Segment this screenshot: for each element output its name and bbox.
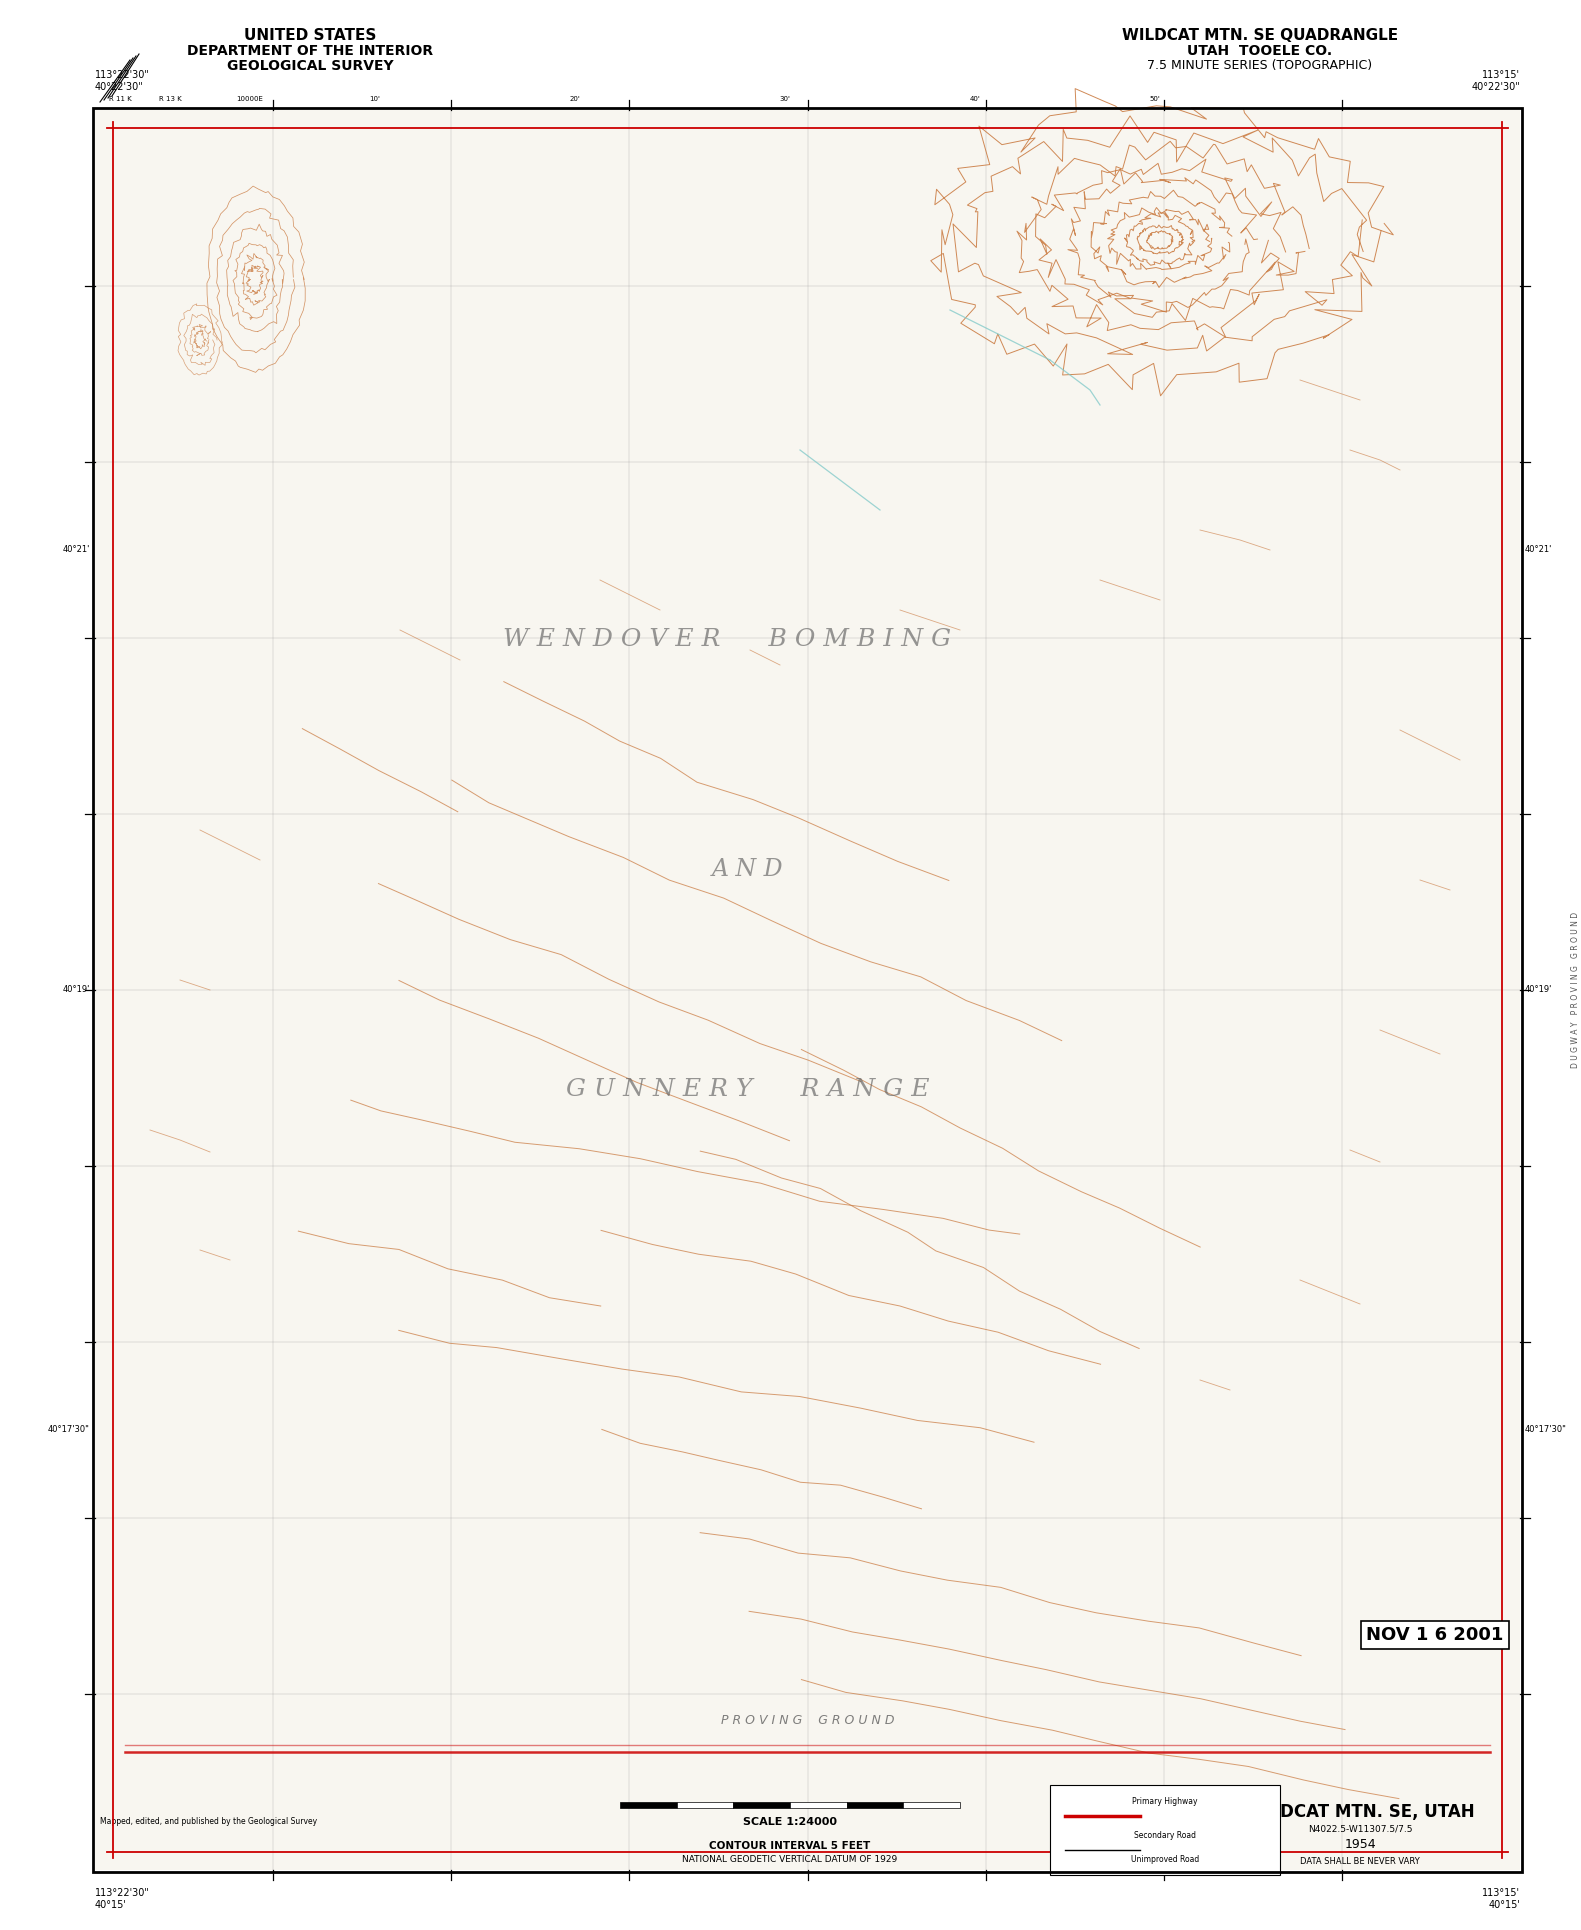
Text: R 11 K: R 11 K bbox=[109, 96, 131, 102]
Text: 113°15': 113°15' bbox=[1481, 1888, 1519, 1897]
Text: WILDCAT MTN. SE QUADRANGLE: WILDCAT MTN. SE QUADRANGLE bbox=[1123, 27, 1398, 42]
Text: 30': 30' bbox=[779, 96, 790, 102]
Bar bbox=[620, 1803, 677, 1808]
Text: SCALE 1:24000: SCALE 1:24000 bbox=[743, 1816, 836, 1828]
Text: WILDCAT MTN. SE, UTAH: WILDCAT MTN. SE, UTAH bbox=[1246, 1803, 1475, 1822]
Text: 113°22'30": 113°22'30" bbox=[95, 69, 150, 79]
Text: G U N N E R Y      R A N G E: G U N N E R Y R A N G E bbox=[566, 1079, 930, 1102]
Text: 20': 20' bbox=[569, 96, 580, 102]
Text: 40°22'30": 40°22'30" bbox=[1472, 81, 1519, 93]
Text: 40°15': 40°15' bbox=[1488, 1899, 1519, 1911]
Text: 7.5 MINUTE SERIES (TOPOGRAPHIC): 7.5 MINUTE SERIES (TOPOGRAPHIC) bbox=[1148, 60, 1372, 73]
Text: D U G W A Y   P R O V I N G   G R O U N D: D U G W A Y P R O V I N G G R O U N D bbox=[1570, 913, 1579, 1067]
Text: 40': 40' bbox=[969, 96, 980, 102]
Bar bbox=[677, 1803, 734, 1808]
Text: Secondary Road: Secondary Road bbox=[1134, 1830, 1195, 1839]
Text: 40°21': 40°21' bbox=[63, 546, 90, 554]
Text: 113°22'30": 113°22'30" bbox=[95, 1888, 150, 1897]
Text: UTAH  TOOELE CO.: UTAH TOOELE CO. bbox=[1187, 44, 1333, 58]
Bar bbox=[1050, 1785, 1281, 1876]
Bar bbox=[847, 1803, 903, 1808]
Bar bbox=[790, 1803, 847, 1808]
Bar bbox=[734, 1803, 790, 1808]
Text: DATA SHALL BE NEVER VARY: DATA SHALL BE NEVER VARY bbox=[1300, 1857, 1420, 1866]
Text: 40°21': 40°21' bbox=[1526, 546, 1553, 554]
Text: DEPARTMENT OF THE INTERIOR: DEPARTMENT OF THE INTERIOR bbox=[187, 44, 433, 58]
Text: UNITED STATES: UNITED STATES bbox=[243, 27, 376, 42]
Text: NATIONAL GEODETIC VERTICAL DATUM OF 1929: NATIONAL GEODETIC VERTICAL DATUM OF 1929 bbox=[683, 1855, 898, 1864]
Text: 40°17'30": 40°17'30" bbox=[47, 1426, 90, 1434]
Text: 40°15': 40°15' bbox=[95, 1899, 126, 1911]
Bar bbox=[903, 1803, 960, 1808]
Text: 10000E: 10000E bbox=[237, 96, 264, 102]
Text: 50': 50' bbox=[1149, 96, 1160, 102]
Text: 40°22'30": 40°22'30" bbox=[95, 81, 144, 93]
Text: R 13 K: R 13 K bbox=[158, 96, 182, 102]
Text: 1954: 1954 bbox=[1344, 1839, 1375, 1851]
Text: Unimproved Road: Unimproved Road bbox=[1130, 1855, 1198, 1864]
Text: NOV 1 6 2001: NOV 1 6 2001 bbox=[1366, 1625, 1504, 1644]
Text: N4022.5-W11307.5/7.5: N4022.5-W11307.5/7.5 bbox=[1307, 1824, 1412, 1834]
Text: P R O V I N G    G R O U N D: P R O V I N G G R O U N D bbox=[721, 1714, 895, 1727]
Text: Primary Highway: Primary Highway bbox=[1132, 1797, 1198, 1806]
Text: CONTOUR INTERVAL 5 FEET: CONTOUR INTERVAL 5 FEET bbox=[710, 1841, 871, 1851]
Text: A N D: A N D bbox=[711, 859, 783, 882]
Text: 40°19': 40°19' bbox=[63, 986, 90, 994]
Text: 40°17'30": 40°17'30" bbox=[1526, 1426, 1567, 1434]
Text: 40°19': 40°19' bbox=[1526, 986, 1553, 994]
Text: Mapped, edited, and published by the Geological Survey: Mapped, edited, and published by the Geo… bbox=[100, 1818, 318, 1826]
Text: W E N D O V E R      B O M B I N G: W E N D O V E R B O M B I N G bbox=[503, 629, 952, 652]
Text: 10': 10' bbox=[370, 96, 381, 102]
Text: GEOLOGICAL SURVEY: GEOLOGICAL SURVEY bbox=[226, 60, 394, 73]
Text: 113°15': 113°15' bbox=[1481, 69, 1519, 79]
